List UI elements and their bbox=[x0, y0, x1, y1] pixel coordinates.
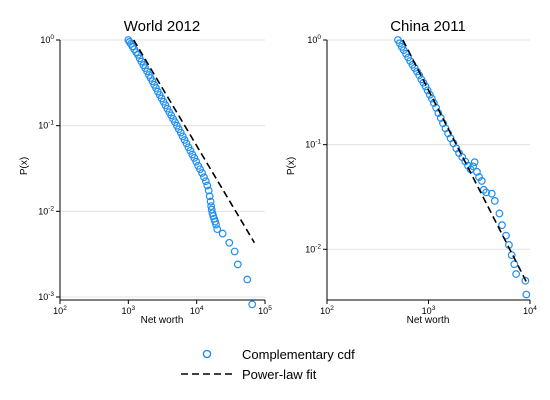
world-2012-y-tick-label-2: 10-2 bbox=[38, 205, 54, 216]
china-2011-x-tick-label-1: 103 bbox=[422, 305, 436, 316]
china-2011-ccdf-point bbox=[479, 185, 488, 194]
china-2011-ccdf-point bbox=[413, 67, 421, 76]
world-2012-ccdf-point bbox=[186, 146, 195, 155]
china-2011-ccdf-point bbox=[522, 290, 531, 299]
china-2011-ylabel: P(x) bbox=[286, 157, 297, 175]
world-2012-x-tick-label-0: 102 bbox=[53, 305, 67, 316]
world-2012-ccdf-point bbox=[190, 154, 199, 162]
world-2012-title: World 2012 bbox=[124, 18, 200, 35]
world-2012-ccdf-point bbox=[182, 139, 191, 148]
world-2012-ccdf-point bbox=[203, 181, 212, 190]
world-2012-ccdf-point bbox=[233, 260, 242, 269]
world-2012-ccdf-point bbox=[200, 173, 208, 182]
world-2012-ccdf-point bbox=[243, 275, 252, 284]
world-2012-ccdf-point bbox=[212, 220, 220, 229]
world-2012-power-law-fit-line bbox=[133, 39, 256, 244]
world-2012-x-tick-label-1: 103 bbox=[122, 305, 136, 316]
china-2011-ccdf-point bbox=[495, 209, 504, 218]
china-2011-power-law-fit-line bbox=[402, 39, 528, 283]
china-2011-ccdf-point bbox=[521, 276, 530, 285]
china-2011-xlabel: Net worth bbox=[407, 315, 450, 326]
china-2011-ccdf-point bbox=[507, 251, 516, 259]
world-2012-x-tick-label-3: 105 bbox=[258, 305, 272, 316]
world-2012-ccdf-point bbox=[192, 157, 201, 166]
world-2012-ccdf-point bbox=[218, 229, 227, 238]
china-2011-title: China 2011 bbox=[390, 18, 466, 35]
china-2011-ccdf-point bbox=[502, 231, 510, 240]
china-2011-ccdf-point bbox=[510, 260, 519, 269]
china-2011-ccdf-point bbox=[427, 94, 436, 103]
china-2011-x-tick-label-2: 104 bbox=[523, 305, 537, 316]
china-2011-y-tick-label-0: 100 bbox=[307, 34, 321, 45]
world-2012-ccdf-point bbox=[248, 300, 257, 309]
china-2011-ccdf-point bbox=[498, 221, 506, 230]
world-2012-ccdf-point bbox=[207, 202, 216, 211]
world-2012-y-tick-label-3: 10-3 bbox=[38, 291, 54, 302]
legend-label-complementary-cdf: Complementary cdf bbox=[242, 347, 355, 362]
world-2012-ylabel: P(x) bbox=[19, 157, 30, 175]
legend: Complementary cdf Power-law fit bbox=[181, 347, 355, 382]
china-2011-ccdf-point bbox=[470, 158, 479, 167]
world-2012-y-tick-label-0: 100 bbox=[40, 34, 54, 45]
china-2011-ccdf-point bbox=[423, 86, 432, 95]
china-2011-ccdf-point bbox=[490, 197, 499, 205]
world-2012-ccdf-point bbox=[230, 247, 239, 256]
china-2011-y-tick-label-1: 10-1 bbox=[305, 139, 321, 150]
china-2011-ccdf-point bbox=[477, 177, 486, 185]
legend-marker-complementary-cdf bbox=[202, 349, 212, 359]
world-2012-ccdf-point bbox=[176, 128, 185, 137]
world-2012-ccdf-point bbox=[206, 197, 215, 206]
china-2011-ccdf-point bbox=[512, 270, 521, 278]
world-2012-panel: World 2012 P(x) Net worth 100 10-1 10-2 10-… bbox=[19, 18, 272, 326]
world-2012-ccdf-point bbox=[198, 169, 206, 177]
world-2012-xlabel: Net worth bbox=[141, 315, 184, 326]
world-2012-ccdf-point bbox=[213, 225, 222, 234]
world-2012-ccdf-point bbox=[225, 238, 234, 247]
world-2012-ccdf-point bbox=[143, 67, 151, 76]
world-2012-ccdf-point bbox=[201, 177, 210, 186]
china-2011-y-tick-label-2: 10-2 bbox=[305, 243, 321, 254]
world-2012-ccdf-point bbox=[196, 165, 204, 174]
world-2012-ccdf-point bbox=[204, 186, 213, 195]
china-2011-panel: China 2011 P(x) Net worth 100 10-1 10-2 102… bbox=[286, 18, 537, 326]
china-2011-ccdf-point bbox=[482, 188, 491, 197]
world-2012-ccdf-point bbox=[205, 192, 214, 201]
china-2011-x-tick-label-0: 102 bbox=[320, 305, 334, 316]
world-2012-ccdf-point bbox=[178, 132, 187, 141]
world-2012-y-tick-label-1: 10-1 bbox=[38, 120, 54, 131]
china-2011-ccdf-point bbox=[487, 189, 496, 198]
china-2011-ccdf-point bbox=[469, 162, 477, 171]
legend-label-power-law-fit: Power-law fit bbox=[242, 367, 317, 382]
world-2012-x-tick-label-2: 104 bbox=[190, 305, 204, 316]
